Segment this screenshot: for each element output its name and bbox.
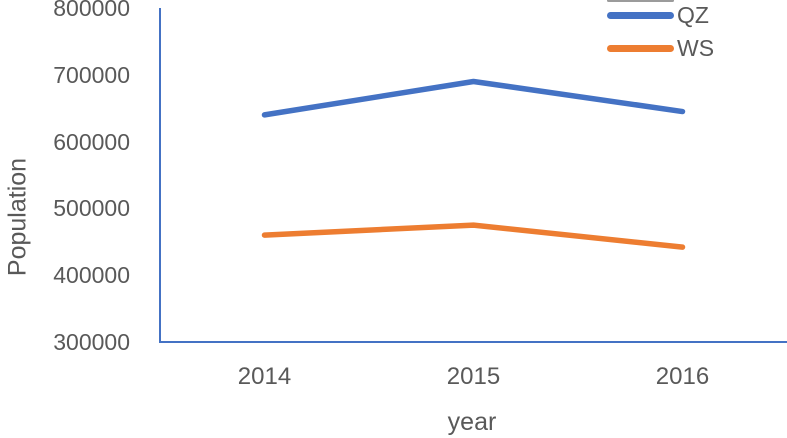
legend-item-ws: WS	[607, 35, 714, 62]
ws-legend-swatch	[607, 45, 674, 52]
x-axis-tick-label: 2015	[446, 363, 501, 390]
y-axis-tick-label: 600000	[53, 128, 130, 155]
ws-line	[261, 222, 686, 250]
qz-line	[261, 78, 686, 118]
x-axis-title: year	[447, 408, 497, 436]
y-axis-tick-label: 500000	[53, 195, 130, 222]
y-axis-tick-label: 700000	[53, 61, 130, 88]
y-axis-tick-label: 400000	[53, 262, 130, 289]
axis-lines	[159, 8, 787, 343]
x-axis-tick-label: 2016	[655, 363, 710, 390]
qz-legend-label: QZ	[677, 2, 709, 28]
cropped-legend-mark	[607, 0, 674, 2]
y-axis-tick-label: 800000	[53, 0, 130, 21]
qz-legend-swatch	[607, 12, 674, 19]
ws-legend-label: WS	[677, 35, 715, 61]
y-axis-tick-label: 300000	[53, 329, 130, 355]
legend-item-qz: QZ	[607, 2, 709, 29]
x-axis-tick-label: 2014	[237, 363, 292, 390]
y-axis-title: Population	[3, 157, 32, 277]
